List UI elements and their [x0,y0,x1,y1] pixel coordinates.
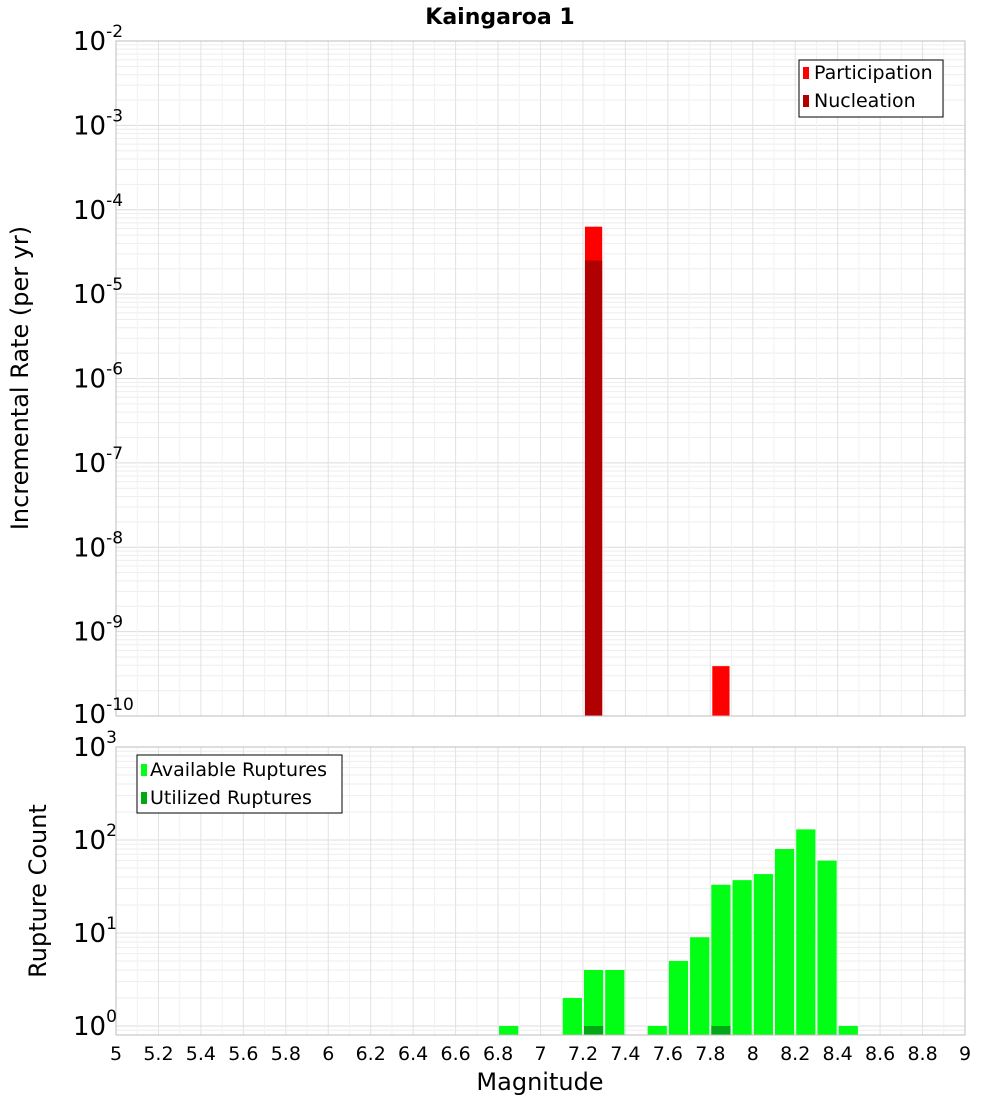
bar-available-ruptures [732,880,752,1035]
bar-available-ruptures [562,997,582,1035]
top-y-tick-label: 10-10 [73,695,134,730]
chart-title: Kaingaroa 1 [425,5,574,30]
x-tick-labels: 5 5.2 5.4 5.6 5.8 6 6.2 6.4 6.6 6.8 7 7.2 7.4 7.6 7.8 8… [110,1043,971,1065]
bottom-legend-box [136,754,343,814]
top-plot-bars [584,226,730,716]
x-tick-label: 7.6 [653,1043,683,1065]
x-tick-label: 6.8 [483,1043,513,1065]
x-tick-label: 7.8 [695,1043,725,1065]
legend-label-available: Available Ruptures [150,759,327,781]
top-legend: Participation Nucleation [798,59,944,118]
bottom-y-axis-label: Rupture Count [24,804,52,978]
top-y-tick-label: 10-7 [73,444,123,479]
bottom-y-tick-label: 102 [73,821,117,856]
x-tick-label: 7.4 [610,1043,640,1065]
legend-swatch-utilized [141,792,147,804]
bottom-plot-bars [499,829,858,1035]
x-axis-label: Magnitude [476,1068,603,1096]
bar-available-ruptures [711,884,731,1035]
top-y-tick-label: 10-3 [73,106,123,141]
x-tick-label: 8.8 [907,1043,937,1065]
x-tick-label: 6.6 [440,1043,470,1065]
bottom-y-tick-label: 103 [73,728,117,763]
x-tick-label: 5.6 [228,1043,258,1065]
bar-available-ruptures [668,960,689,1035]
bar-available-ruptures [838,1025,858,1035]
bottom-y-tick-label: 100 [73,1007,117,1042]
bar-available-ruptures [774,849,795,1035]
bar-available-ruptures [647,1025,667,1035]
top-y-tick-labels: 10-10 10-9 10-8 10-7 10-6 10-5 10-4 10-3 10-2 [73,22,134,730]
x-tick-label: 5.2 [143,1043,173,1065]
top-plot-grid [115,40,966,717]
bottom-plot-frame [115,746,966,1036]
bar-available-ruptures [605,969,625,1035]
bar-available-ruptures [753,874,773,1035]
x-tick-label: 9 [959,1043,971,1065]
top-y-tick-label: 10-6 [73,360,123,395]
bottom-y-tick-labels: 100 101 102 103 [73,728,117,1042]
bottom-legend: Available Ruptures Utilized Ruptures [136,754,343,814]
bar-participation [712,666,730,716]
x-tick-label: 6 [322,1043,334,1065]
legend-label-participation: Participation [814,62,933,84]
top-y-axis-label: Incremental Rate (per yr) [6,226,34,530]
legend-swatch-available [141,764,147,776]
x-tick-label: 5.4 [186,1043,216,1065]
x-tick-label: 5.8 [271,1043,301,1065]
top-y-tick-label: 10-2 [73,22,123,57]
top-y-tick-label: 10-4 [73,191,123,226]
x-tick-label: 8.2 [780,1043,810,1065]
legend-swatch-participation [803,67,809,79]
legend-label-nucleation: Nucleation [814,90,916,112]
bottom-y-tick-label: 101 [73,914,117,949]
bar-available-ruptures [499,1025,519,1035]
x-tick-label: 8.4 [823,1043,853,1065]
bar-available-ruptures [817,860,837,1035]
legend-label-utilized: Utilized Ruptures [150,787,312,809]
bar-nucleation [584,260,603,716]
legend-swatch-nucleation [803,95,809,107]
top-y-tick-label: 10-9 [73,613,123,648]
x-tick-label: 7 [534,1043,546,1065]
x-tick-label: 6.4 [398,1043,428,1065]
top-y-tick-label: 10-5 [73,275,123,310]
bar-available-ruptures [583,969,604,1035]
x-tick-label: 8.6 [865,1043,895,1065]
x-tick-label: 6.2 [356,1043,386,1065]
bar-utilized-ruptures [583,1025,604,1035]
top-legend-box [798,59,944,118]
x-tick-label: 7.2 [568,1043,598,1065]
bar-available-ruptures [690,937,710,1035]
top-y-tick-label: 10-8 [73,528,123,563]
x-tick-label: 8 [747,1043,759,1065]
bar-utilized-ruptures [711,1025,731,1035]
top-plot-frame [115,40,966,717]
bar-available-ruptures [796,829,816,1035]
x-tick-label: 5 [110,1043,122,1065]
